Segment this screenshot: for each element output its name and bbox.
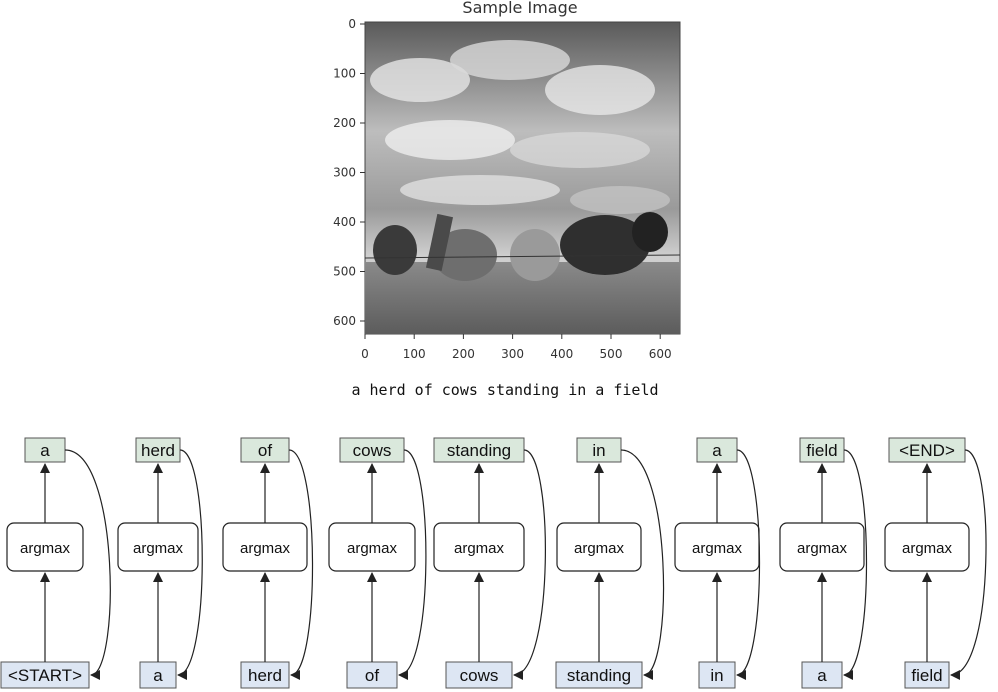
decoder-step: standing argmax cows: [433, 437, 546, 689]
input-token-label: cows: [460, 666, 499, 685]
argmax-label: argmax: [797, 540, 848, 557]
output-token-label: of: [258, 441, 272, 460]
y-tick-label: 500: [333, 265, 356, 279]
output-token-label: cows: [353, 441, 392, 460]
y-tick-label: 400: [333, 215, 356, 229]
input-token-label: <START>: [8, 666, 82, 685]
x-tick-label: 300: [501, 347, 524, 361]
argmax-label: argmax: [240, 540, 291, 557]
output-token-box: [696, 437, 738, 463]
argmax-label: argmax: [454, 540, 505, 557]
decoder-step: of argmax herd: [222, 437, 314, 689]
y-tick-label: 300: [333, 166, 356, 180]
argmax-label: argmax: [902, 540, 953, 557]
x-tick-label: 100: [403, 347, 426, 361]
feedback-arrow: [736, 449, 761, 680]
feedback-arrow: [177, 449, 203, 680]
output-token-box: [576, 437, 622, 463]
y-axis: 0 100 200 300 400 500 600: [333, 17, 365, 328]
decoder-step: cows argmax of: [328, 437, 427, 689]
x-tick-label: 200: [452, 347, 475, 361]
decoder-step: a argmax <START>: [0, 437, 111, 689]
sample-image: [364, 21, 681, 335]
input-token-label: field: [911, 666, 942, 685]
feedback-arrow: [620, 449, 665, 680]
input-token-label: of: [365, 666, 379, 685]
output-token-label: field: [806, 441, 837, 460]
feedback-arrow: [843, 449, 868, 680]
decoder-diagram: a argmax <START> herd argmax a of argmax herd cow…: [0, 437, 987, 689]
output-token-label: in: [592, 441, 605, 460]
output-token-label: a: [40, 441, 50, 460]
input-token-box: [801, 661, 843, 689]
input-token-label: in: [710, 666, 723, 685]
generated-caption: a herd of cows standing in a field: [351, 381, 659, 399]
input-token-label: a: [153, 666, 163, 685]
output-token-box: [240, 437, 290, 463]
output-token-box: [339, 437, 405, 463]
feedback-arrow: [64, 449, 111, 680]
output-token-box: [433, 437, 525, 463]
input-token-box: [139, 661, 177, 689]
output-token-label: standing: [447, 441, 511, 460]
output-token-box: [135, 437, 181, 463]
argmax-label: argmax: [20, 540, 71, 557]
input-token-box: [346, 661, 398, 689]
decoder-step: a argmax in: [674, 437, 761, 689]
decoder-step: herd argmax a: [117, 437, 203, 689]
feedback-arrow: [288, 449, 314, 680]
input-token-label: standing: [567, 666, 631, 685]
y-tick-label: 200: [333, 116, 356, 130]
input-token-box: [240, 661, 290, 689]
output-token-box: [888, 437, 966, 463]
x-tick-label: 600: [649, 347, 672, 361]
input-token-box: [0, 661, 90, 689]
x-axis: 0 100 200 300 400 500 600: [361, 334, 672, 361]
x-tick-label: 400: [550, 347, 573, 361]
output-token-label: herd: [141, 441, 175, 460]
argmax-label: argmax: [133, 540, 184, 557]
y-tick-label: 600: [333, 314, 356, 328]
x-tick-label: 0: [361, 347, 369, 361]
decoder-step: <END> argmax field: [884, 437, 987, 689]
argmax-label: argmax: [692, 540, 743, 557]
output-token-label: a: [712, 441, 722, 460]
input-token-label: a: [817, 666, 827, 685]
argmax-label: argmax: [574, 540, 625, 557]
feedback-arrow: [950, 449, 987, 680]
output-token-box: [799, 437, 845, 463]
decoder-step: in argmax standing: [555, 437, 665, 689]
y-tick-label: 100: [333, 67, 356, 81]
input-token-label: herd: [248, 666, 282, 685]
decoder-step: field argmax a: [779, 437, 868, 689]
output-token-label: <END>: [899, 441, 955, 460]
input-token-box: [445, 661, 513, 689]
feedback-arrow: [513, 449, 546, 680]
feedback-arrow: [398, 449, 427, 680]
argmax-label: argmax: [347, 540, 398, 557]
x-tick-label: 500: [600, 347, 623, 361]
y-tick-label: 0: [348, 17, 356, 31]
plot-title: Sample Image: [462, 0, 578, 17]
